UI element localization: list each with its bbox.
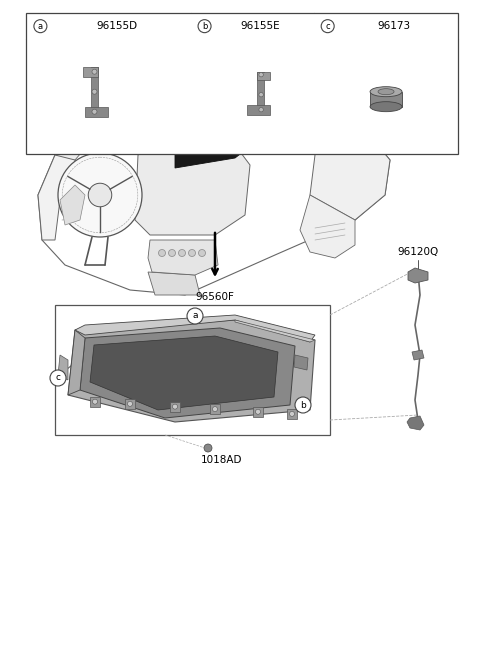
Circle shape bbox=[189, 249, 195, 256]
Polygon shape bbox=[247, 105, 270, 115]
Polygon shape bbox=[90, 336, 278, 410]
Polygon shape bbox=[90, 397, 100, 407]
Circle shape bbox=[321, 20, 334, 33]
Circle shape bbox=[93, 399, 97, 404]
Polygon shape bbox=[148, 272, 200, 295]
Text: 1018AD: 1018AD bbox=[201, 455, 243, 465]
Polygon shape bbox=[412, 350, 424, 360]
Circle shape bbox=[289, 411, 295, 417]
Polygon shape bbox=[295, 100, 390, 220]
Circle shape bbox=[172, 404, 178, 409]
Circle shape bbox=[187, 308, 203, 324]
Text: a: a bbox=[38, 22, 43, 31]
Polygon shape bbox=[300, 195, 355, 258]
Polygon shape bbox=[257, 72, 270, 79]
Ellipse shape bbox=[378, 89, 394, 94]
Polygon shape bbox=[287, 409, 297, 419]
Circle shape bbox=[92, 89, 97, 94]
Text: 96120Q: 96120Q bbox=[397, 247, 439, 257]
Ellipse shape bbox=[370, 102, 402, 112]
Circle shape bbox=[168, 249, 176, 256]
Text: c: c bbox=[325, 22, 330, 31]
Polygon shape bbox=[170, 401, 180, 411]
Circle shape bbox=[158, 249, 166, 256]
Text: 96155D: 96155D bbox=[96, 21, 137, 31]
Polygon shape bbox=[92, 67, 98, 112]
Polygon shape bbox=[210, 404, 220, 414]
Text: 96173: 96173 bbox=[377, 21, 410, 31]
Circle shape bbox=[259, 72, 264, 77]
Circle shape bbox=[213, 407, 217, 411]
Polygon shape bbox=[253, 407, 263, 417]
Polygon shape bbox=[100, 85, 365, 145]
Polygon shape bbox=[80, 328, 295, 418]
Polygon shape bbox=[408, 268, 428, 283]
Circle shape bbox=[255, 409, 261, 415]
Circle shape bbox=[198, 20, 211, 33]
Polygon shape bbox=[84, 67, 98, 77]
Circle shape bbox=[58, 153, 142, 237]
Polygon shape bbox=[148, 240, 218, 275]
Polygon shape bbox=[257, 72, 264, 109]
Polygon shape bbox=[175, 122, 248, 168]
Polygon shape bbox=[68, 320, 315, 422]
Polygon shape bbox=[75, 315, 315, 342]
Text: c: c bbox=[56, 373, 60, 382]
Polygon shape bbox=[26, 13, 458, 154]
Polygon shape bbox=[135, 138, 250, 235]
Polygon shape bbox=[58, 355, 68, 380]
Polygon shape bbox=[294, 355, 308, 370]
Circle shape bbox=[128, 401, 132, 406]
Circle shape bbox=[92, 69, 97, 74]
Circle shape bbox=[92, 109, 97, 114]
Polygon shape bbox=[55, 305, 330, 435]
Ellipse shape bbox=[370, 87, 402, 96]
Polygon shape bbox=[85, 107, 108, 117]
Circle shape bbox=[50, 370, 66, 386]
Polygon shape bbox=[235, 320, 315, 342]
Circle shape bbox=[259, 92, 264, 97]
Text: b: b bbox=[202, 22, 207, 31]
Circle shape bbox=[259, 108, 264, 112]
Circle shape bbox=[34, 20, 47, 33]
Polygon shape bbox=[125, 399, 135, 409]
Text: b: b bbox=[300, 401, 306, 409]
Text: 96155E: 96155E bbox=[240, 21, 280, 31]
Circle shape bbox=[179, 249, 185, 256]
Text: a: a bbox=[192, 312, 198, 321]
Polygon shape bbox=[38, 155, 75, 240]
Polygon shape bbox=[68, 330, 85, 395]
Polygon shape bbox=[55, 110, 105, 185]
Circle shape bbox=[204, 444, 212, 452]
Circle shape bbox=[199, 249, 205, 256]
Polygon shape bbox=[60, 185, 85, 225]
Circle shape bbox=[88, 183, 112, 207]
Polygon shape bbox=[370, 92, 402, 107]
Text: 96560F: 96560F bbox=[195, 292, 234, 302]
Polygon shape bbox=[407, 416, 424, 430]
Circle shape bbox=[295, 397, 311, 413]
